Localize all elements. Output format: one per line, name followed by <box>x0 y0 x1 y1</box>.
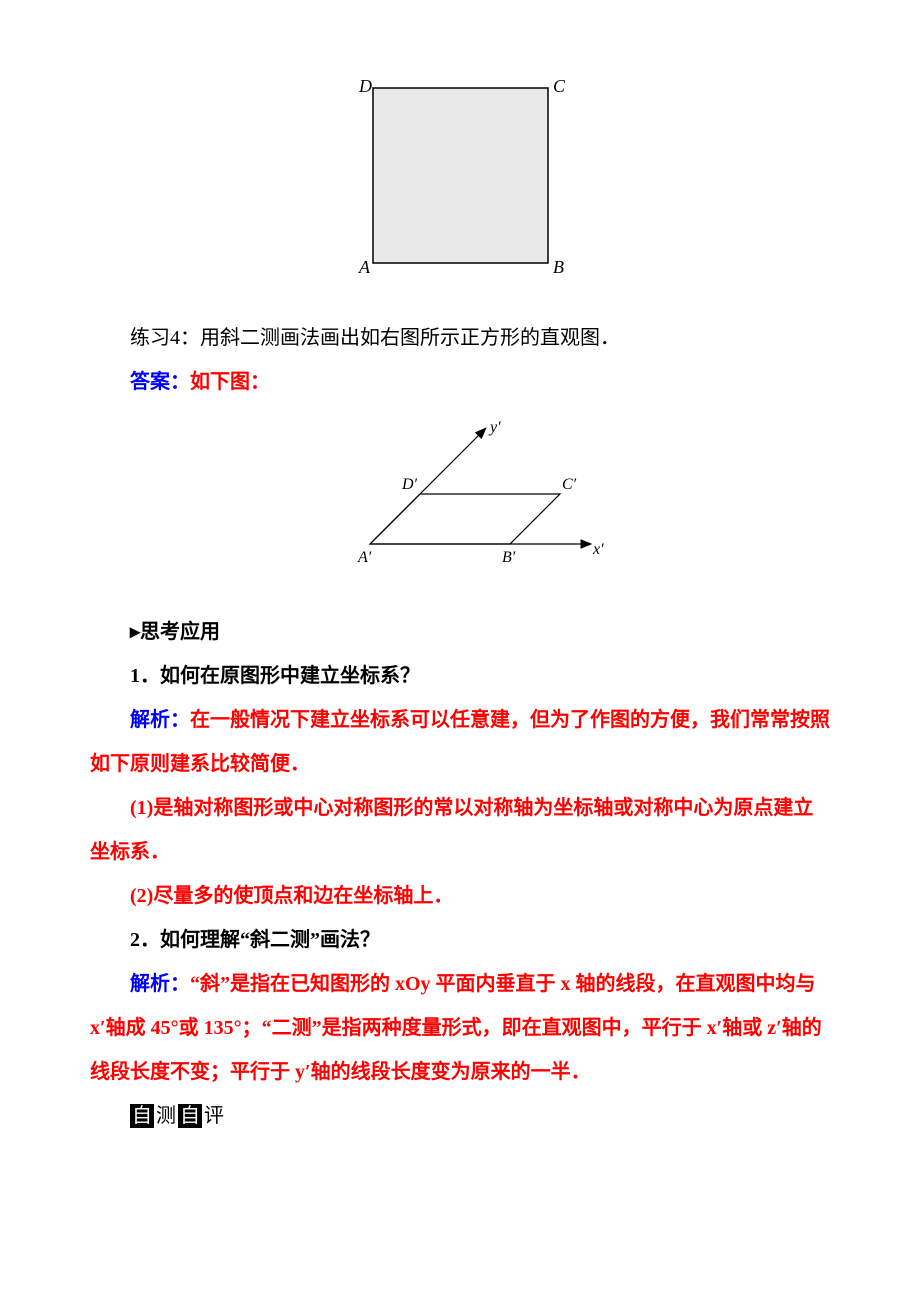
square-svg: D C A B <box>345 70 575 280</box>
st-c4: 评 <box>202 1104 226 1128</box>
label-D-prime: D′ <box>401 476 418 493</box>
label-A: A <box>358 257 371 277</box>
a1-p2-para: (1)是轴对称图形或中心对称图形的常以对称轴为坐标轴或对称中心为原点建立坐标系． <box>90 786 830 874</box>
figure-oblique: y′ x′ D′ C′ A′ B′ <box>90 414 830 590</box>
a1-p3: (2)尽量多的使顶点和边在坐标轴上． <box>130 885 453 907</box>
st-c1: 自 <box>130 1104 154 1128</box>
label-C-prime: C′ <box>562 476 577 493</box>
a1-p1: 在一般情况下建立坐标系可以任意建，但为了作图的方便，我们常常按照如下原则建系比较… <box>90 709 830 775</box>
section-heading-text: ▸思考应用 <box>130 621 220 643</box>
question-2: 2．如何理解“斜二测”画法？ <box>90 918 830 962</box>
q2-text: 如何理解“斜二测”画法？ <box>160 929 380 951</box>
st-c3: 自 <box>178 1104 202 1128</box>
label-A-prime: A′ <box>357 549 372 566</box>
question-1: 1．如何在原图形中建立坐标系？ <box>90 654 830 698</box>
oblique-svg: y′ x′ D′ C′ A′ B′ <box>310 414 610 574</box>
st-c2: 测 <box>154 1104 178 1128</box>
exercise-4-text: 用斜二测画法画出如右图所示正方形的直观图． <box>200 327 620 349</box>
analysis-label-2: 解析： <box>130 973 190 995</box>
analysis-1: 解析：在一般情况下建立坐标系可以任意建，但为了作图的方便，我们常常按照如下原则建… <box>90 698 830 786</box>
figure-square: D C A B <box>90 70 830 296</box>
analysis-label-1: 解析： <box>130 709 190 731</box>
label-x-axis: x′ <box>592 541 604 558</box>
answer-text: 如下图： <box>190 371 270 393</box>
section-heading: ▸思考应用 <box>90 610 830 654</box>
a2-text: “斜”是指在已知图形的 xOy 平面内垂直于 x 轴的线段，在直观图中均与 x′… <box>90 973 822 1083</box>
q1-text: 如何在原图形中建立坐标系？ <box>160 665 420 687</box>
exercise-4: 练习4：用斜二测画法画出如右图所示正方形的直观图． <box>90 316 830 360</box>
q2-num: 2． <box>130 929 160 951</box>
label-D: D <box>358 76 372 96</box>
self-test-title: 自测自评 <box>130 1094 226 1138</box>
label-y-axis: y′ <box>488 419 501 436</box>
a1-p2: (1)是轴对称图形或中心对称图形的常以对称轴为坐标轴或对称中心为原点建立坐标系． <box>90 797 813 863</box>
a1-p3-para: (2)尽量多的使顶点和边在坐标轴上． <box>90 874 830 918</box>
label-B-prime: B′ <box>502 549 516 566</box>
label-B: B <box>553 257 564 277</box>
answer-label: 答案： <box>130 371 190 393</box>
exercise-4-label: 练习4： <box>130 327 200 349</box>
q1-num: 1． <box>130 665 160 687</box>
answer-line: 答案：如下图： <box>90 360 830 404</box>
label-C: C <box>553 76 566 96</box>
analysis-2: 解析：“斜”是指在已知图形的 xOy 平面内垂直于 x 轴的线段，在直观图中均与… <box>90 962 830 1094</box>
